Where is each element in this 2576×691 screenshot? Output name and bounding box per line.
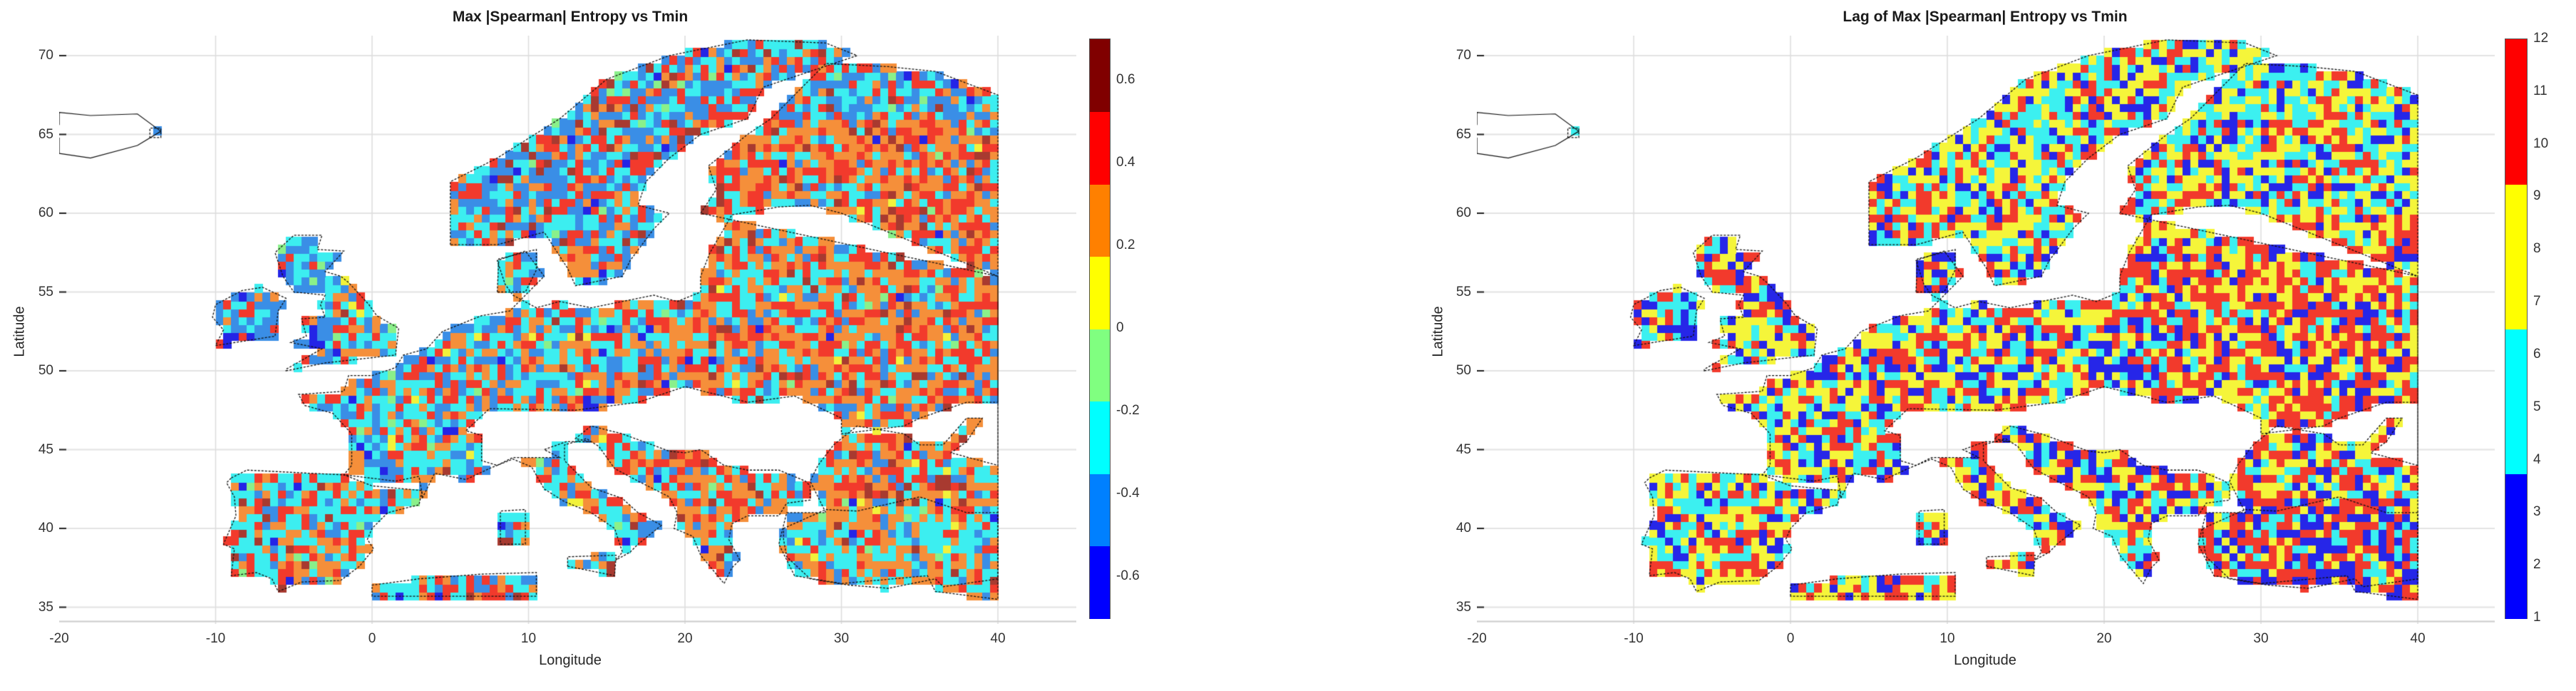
- colorbar-bin: [1090, 39, 1110, 112]
- colorbar-bin: [2505, 39, 2527, 185]
- x-tick-label: 20: [677, 631, 693, 646]
- colorbar-tick-label: 8: [2533, 241, 2541, 257]
- x-tick-label: 0: [1786, 631, 1795, 646]
- x-tick-label: 10: [1939, 631, 1955, 646]
- heatmap-canvas: [59, 36, 1076, 624]
- y-tick-label: 65: [38, 126, 53, 142]
- colorbar-bin: [1090, 111, 1110, 185]
- colorbar-tick-label: -0.6: [1116, 568, 1140, 583]
- y-tick-label: 55: [38, 284, 53, 300]
- y-axis-label: Latitude: [1430, 306, 1446, 357]
- y-tick-label: 50: [1456, 363, 1471, 378]
- colorbar-bin: [2505, 184, 2527, 329]
- y-tick-label: 35: [38, 599, 53, 615]
- colorbar-tick-label: 0.2: [1116, 237, 1135, 252]
- y-tick-label: 45: [1456, 441, 1471, 457]
- x-tick-label: 20: [2096, 631, 2112, 646]
- colorbar: [1089, 39, 1111, 619]
- colorbar-tick-label: 3: [2533, 504, 2541, 520]
- chart-title: Lag of Max |Spearman| Entropy vs Tmin: [1843, 9, 2128, 25]
- colorbar-tick-label: 6: [2533, 346, 2541, 362]
- y-tick-label: 40: [38, 521, 53, 536]
- x-axis-label: Longitude: [1954, 652, 2016, 668]
- x-tick-label: 30: [2253, 631, 2269, 646]
- colorbar-tick-label: 1: [2533, 610, 2541, 625]
- y-tick-label: 60: [1456, 205, 1471, 220]
- y-tick-label: 40: [1456, 521, 1471, 536]
- colorbar-bin: [2505, 474, 2527, 619]
- colorbar-bin: [2505, 329, 2527, 474]
- y-tick-label: 50: [38, 363, 53, 378]
- colorbar-tick-label: 12: [2533, 31, 2549, 46]
- colorbar-tick-label: 0.6: [1116, 72, 1135, 87]
- colorbar-tick-label: 2: [2533, 557, 2541, 573]
- y-tick-label: 35: [1456, 599, 1471, 615]
- colorbar-tick-label: 7: [2533, 294, 2541, 309]
- y-tick-label: 70: [38, 48, 53, 63]
- x-tick-label: -20: [1467, 631, 1487, 646]
- colorbar-bin: [1090, 329, 1110, 401]
- x-tick-label: -10: [1624, 631, 1644, 646]
- y-tick-label: 60: [38, 205, 53, 220]
- x-tick-label: 40: [990, 631, 1006, 646]
- colorbar-tick-label: 0.4: [1116, 155, 1135, 170]
- y-tick-label: 55: [1456, 284, 1471, 300]
- colorbar-bin: [1090, 546, 1110, 619]
- chart-title: Max |Spearman| Entropy vs Tmin: [452, 9, 689, 25]
- colorbar-tick-label: 5: [2533, 399, 2541, 414]
- colorbar: [2505, 39, 2528, 619]
- map-axes: [1477, 36, 2495, 624]
- heatmap-canvas: [1477, 36, 2495, 624]
- x-axis-label: Longitude: [539, 652, 602, 668]
- x-tick-label: 30: [833, 631, 850, 646]
- colorbar-bin: [1090, 474, 1110, 546]
- colorbar-tick-label: 9: [2533, 188, 2541, 204]
- colorbar-bin: [1090, 256, 1110, 329]
- colorbar-tick-label: 0: [1116, 320, 1124, 335]
- colorbar-tick-label: -0.4: [1116, 486, 1140, 501]
- x-tick-label: 40: [2410, 631, 2426, 646]
- y-tick-label: 65: [1456, 126, 1471, 142]
- colorbar-tick-label: 4: [2533, 451, 2541, 467]
- x-tick-label: -20: [49, 631, 69, 646]
- y-tick-label: 45: [38, 441, 53, 457]
- colorbar-tick-label: 10: [2533, 135, 2549, 151]
- x-tick-label: 10: [520, 631, 537, 646]
- colorbar-bin: [1090, 401, 1110, 474]
- y-tick-label: 70: [1456, 48, 1471, 63]
- colorbar-bin: [1090, 184, 1110, 257]
- colorbar-tick-label: 11: [2533, 83, 2547, 98]
- x-tick-label: -10: [205, 631, 226, 646]
- x-tick-label: 0: [368, 631, 376, 646]
- colorbar-tick-label: -0.2: [1116, 403, 1140, 418]
- chart-panel-spearman: Max |Spearman| Entropy vs Tmin Latitude …: [0, 0, 1155, 691]
- map-axes: [59, 36, 1076, 624]
